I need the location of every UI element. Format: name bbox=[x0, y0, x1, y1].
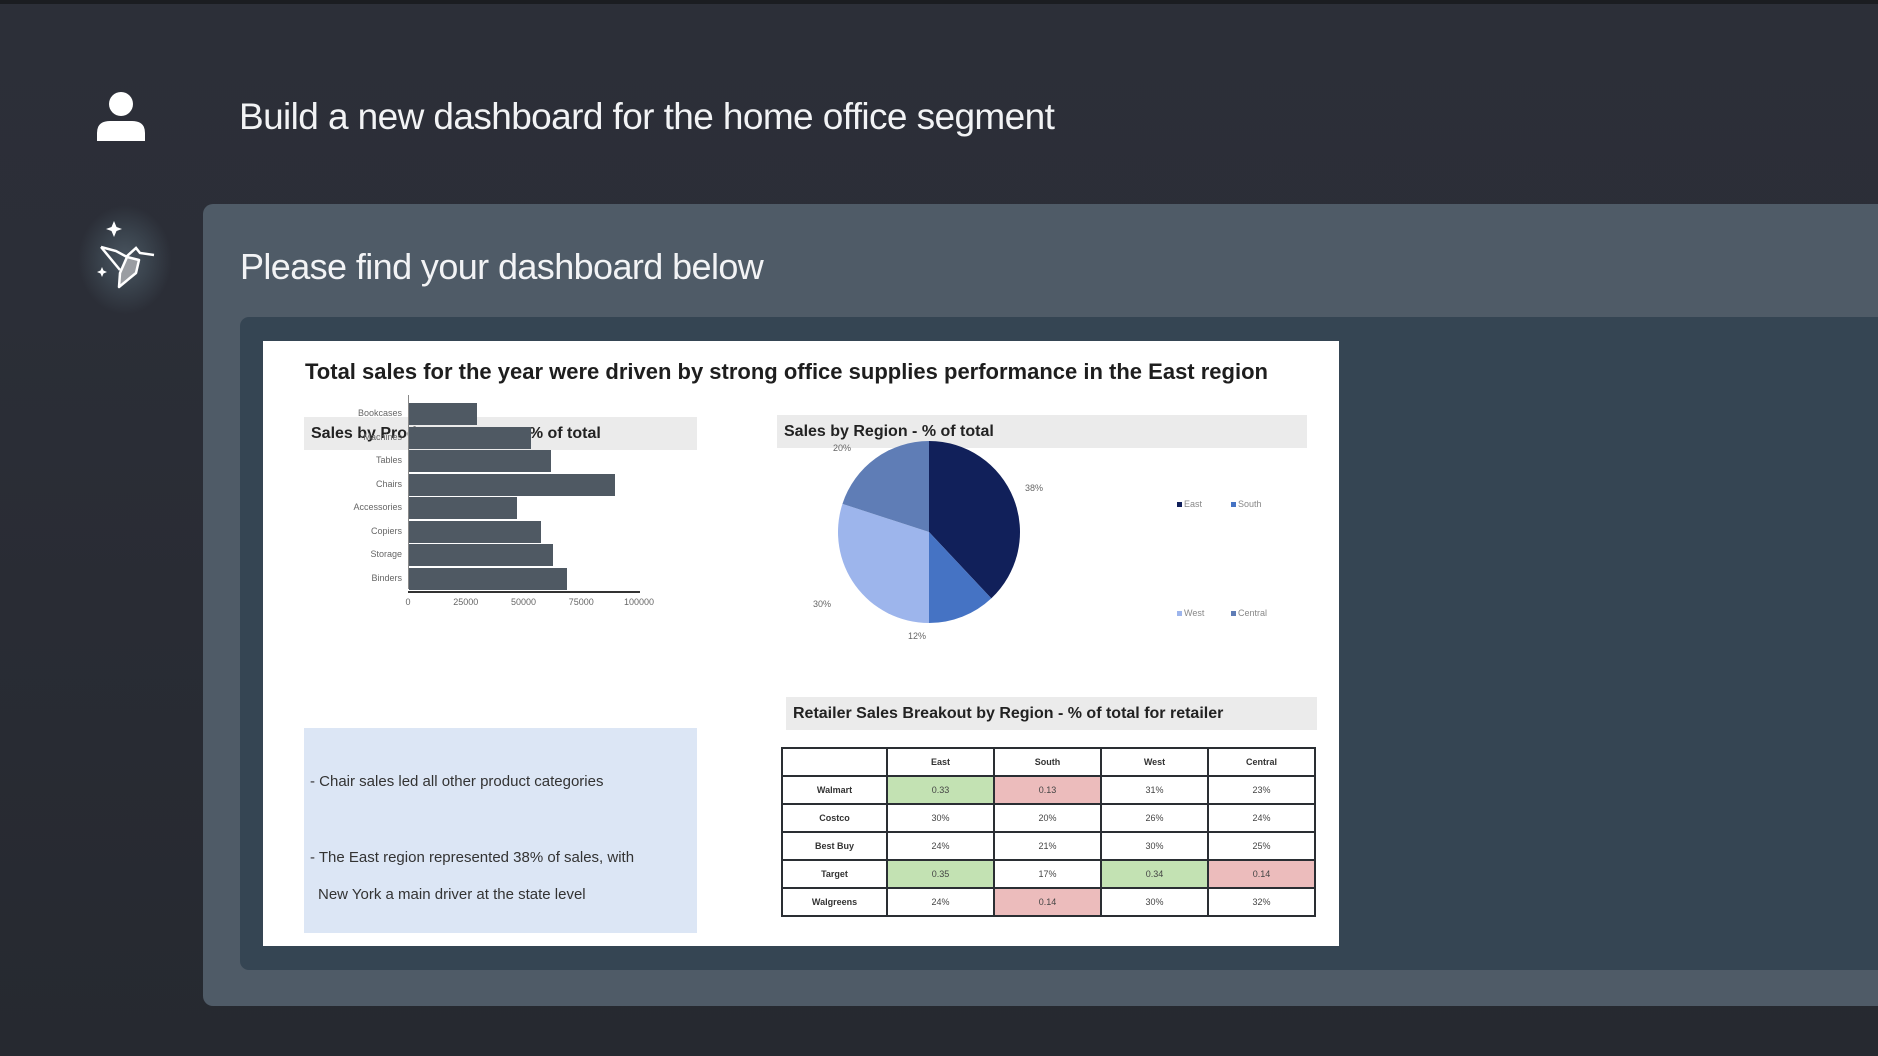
table-row: Best Buy 24% 21% 30% 25% bbox=[781, 831, 1316, 861]
pie-value-label: 20% bbox=[833, 443, 852, 453]
dashboard-title: Total sales for the year were driven by … bbox=[305, 359, 1268, 384]
bar-category-label: Copiers bbox=[370, 525, 402, 536]
table-corner-cell bbox=[781, 747, 888, 777]
region-pie-chart bbox=[838, 441, 1038, 641]
pie-svg bbox=[838, 441, 1020, 623]
assistant-message-panel: Please find your dashboard below Total s… bbox=[203, 204, 1878, 1006]
legend-item-west: West bbox=[1177, 608, 1204, 618]
window-top-edge bbox=[0, 0, 1878, 4]
bird-sparkle-logo-icon bbox=[97, 221, 155, 289]
bar-accessories bbox=[409, 497, 518, 519]
table-row: Costco 30% 20% 26% 24% bbox=[781, 803, 1316, 833]
pie-slice-east bbox=[929, 441, 1020, 599]
table-cell: 24% bbox=[886, 831, 995, 861]
row-header-retailer: Walmart bbox=[781, 775, 888, 805]
table-cell: 0.13 bbox=[993, 775, 1102, 805]
pie-slice-west bbox=[838, 503, 929, 623]
bar-copiers bbox=[409, 520, 542, 543]
assistant-avatar bbox=[78, 205, 172, 315]
row-header-retailer: Best Buy bbox=[781, 831, 888, 861]
pie-slice-south bbox=[929, 532, 992, 623]
row-header-retailer: Walgreens bbox=[781, 887, 888, 917]
bar-category-label: Chairs bbox=[375, 478, 402, 489]
bar-category-label: Storage bbox=[370, 549, 402, 559]
pie-slice-central bbox=[842, 441, 929, 532]
table-cell: 24% bbox=[886, 887, 995, 917]
pie-value-label: 12% bbox=[908, 631, 927, 641]
bar-category-label: Machines bbox=[363, 431, 402, 442]
legend-item-east: East bbox=[1177, 499, 1202, 509]
legend-swatch-icon bbox=[1231, 611, 1236, 617]
bar-bookcases bbox=[409, 403, 478, 425]
bar-tables bbox=[409, 450, 552, 472]
table-cell: 30% bbox=[1100, 887, 1209, 917]
table-cell: 0.35 bbox=[886, 859, 995, 889]
table-cell: 26% bbox=[1100, 803, 1209, 833]
dashboard-image: Total sales for the year were driven by … bbox=[263, 341, 1339, 946]
legend-swatch-icon bbox=[1231, 502, 1236, 508]
table-cell: 32% bbox=[1207, 887, 1316, 917]
table-row: Target 0.35 17% 0.34 0.14 bbox=[781, 859, 1316, 889]
column-header-east: East bbox=[886, 747, 995, 777]
bar-machines bbox=[409, 426, 532, 449]
table-cell: 20% bbox=[993, 803, 1102, 833]
table-cell: 0.14 bbox=[993, 887, 1102, 917]
x-tick-label: 25000 bbox=[453, 597, 479, 607]
retailer-breakout-header: Retailer Sales Breakout by Region - % of… bbox=[786, 697, 1317, 730]
bar-category-label: Binders bbox=[371, 572, 402, 583]
user-avatar bbox=[92, 88, 152, 148]
table-row: Walgreens 24% 0.14 30% 32% bbox=[781, 887, 1316, 917]
note-chairs: - Chair sales led all other product cate… bbox=[310, 773, 604, 790]
bar-chart-y-axis bbox=[408, 395, 409, 589]
legend-label: West bbox=[1184, 608, 1205, 618]
note-east-region-cont: New York a main driver at the state leve… bbox=[318, 886, 586, 903]
legend-label: East bbox=[1184, 499, 1203, 509]
table-row: Walmart 0.33 0.13 31% 23% bbox=[781, 775, 1316, 805]
bar-category-label: Accessories bbox=[353, 502, 402, 512]
column-header-west: West bbox=[1100, 747, 1209, 777]
table-cell: 0.33 bbox=[886, 775, 995, 805]
bar-chart-x-axis bbox=[408, 591, 640, 593]
legend-swatch-icon bbox=[1177, 611, 1182, 617]
table-cell: 0.34 bbox=[1100, 859, 1209, 889]
table-cell: 24% bbox=[1207, 803, 1316, 833]
column-header-south: South bbox=[993, 747, 1102, 777]
legend-item-central: Central bbox=[1231, 608, 1267, 618]
region-header: Sales by Region - % of total bbox=[777, 415, 1307, 448]
user-message: Build a new dashboard for the home offic… bbox=[239, 96, 1055, 137]
x-tick-label: 50000 bbox=[510, 597, 537, 607]
legend-label: South bbox=[1238, 499, 1262, 509]
bar-category-label: Tables bbox=[375, 455, 402, 465]
bar-storage bbox=[409, 544, 554, 566]
table-cell: 30% bbox=[1100, 831, 1209, 861]
table-cell: 21% bbox=[993, 831, 1102, 861]
retailer-breakout-table: East South West Central Walmart 0.33 0.13 31% 2… bbox=[781, 747, 1316, 917]
row-header-retailer: Target bbox=[781, 859, 888, 889]
table-cell: 0.14 bbox=[1207, 859, 1316, 889]
x-tick-label: 100000 bbox=[623, 597, 655, 607]
column-header-central: Central bbox=[1207, 747, 1316, 777]
person-icon bbox=[97, 92, 145, 141]
x-tick-label: 75000 bbox=[568, 597, 594, 607]
table-cell: 25% bbox=[1207, 831, 1316, 861]
table-cell: 23% bbox=[1207, 775, 1316, 805]
row-header-retailer: Costco bbox=[781, 803, 888, 833]
table-cell: 30% bbox=[886, 803, 995, 833]
bar-binders bbox=[409, 567, 567, 590]
bar-category-label: Bookcases bbox=[357, 408, 402, 418]
table-cell: 31% bbox=[1100, 775, 1209, 805]
insights-notes: - Chair sales led all other product cate… bbox=[304, 728, 697, 933]
assistant-message: Please find your dashboard below bbox=[240, 246, 764, 287]
legend-label: Central bbox=[1238, 608, 1268, 618]
pie-value-label: 38% bbox=[1025, 483, 1044, 493]
legend-item-south: South bbox=[1231, 499, 1262, 509]
x-tick-label: 0 bbox=[405, 597, 411, 607]
dashboard-frame: Total sales for the year were driven by … bbox=[240, 317, 1878, 970]
pie-value-label: 30% bbox=[813, 599, 832, 609]
legend-swatch-icon bbox=[1177, 502, 1182, 508]
note-east-region: - The East region represented 38% of sal… bbox=[310, 849, 635, 866]
product-category-bar-chart: Bookcases Machines Tables Chairs Accessories… bbox=[323, 393, 703, 638]
bar-chairs bbox=[409, 473, 616, 496]
table-cell: 17% bbox=[993, 859, 1102, 889]
